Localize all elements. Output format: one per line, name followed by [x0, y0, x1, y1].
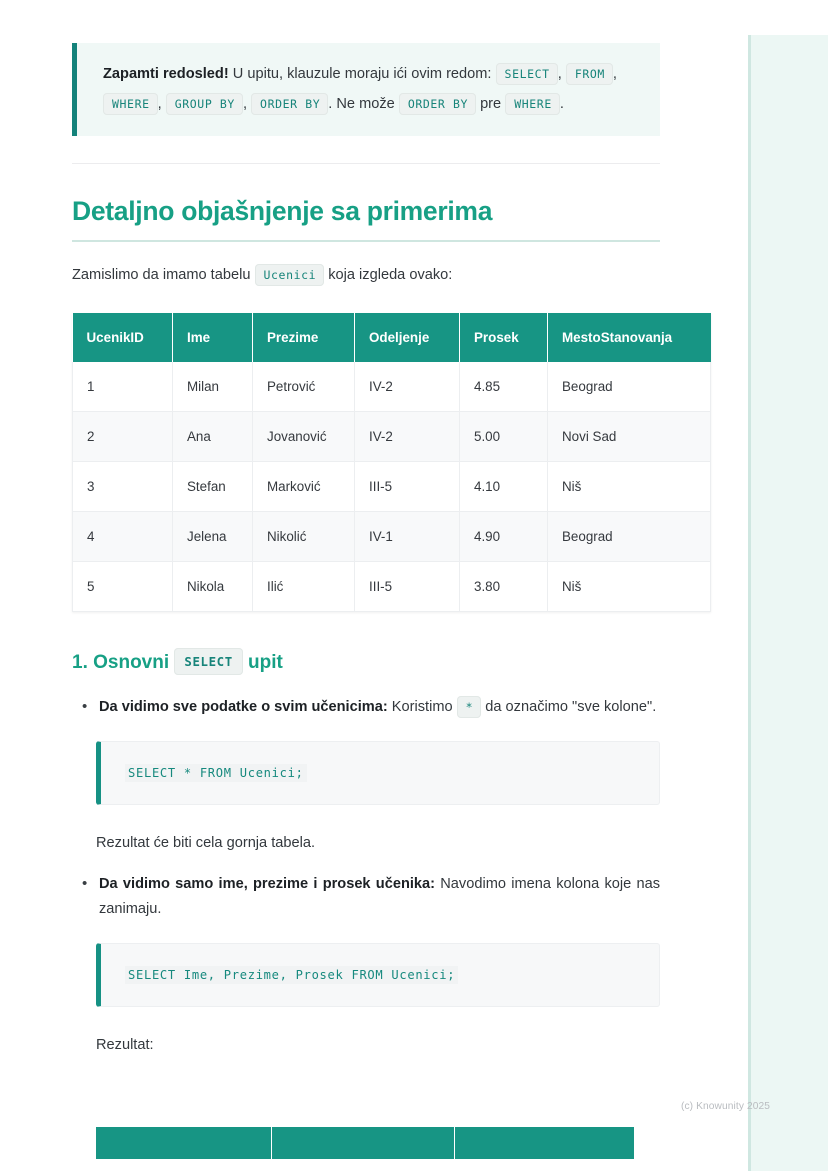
table-cell: Petrović [252, 362, 355, 413]
inline-code-ucenici: Ucenici [254, 263, 325, 286]
inline-code-where-2: WHERE [505, 92, 560, 115]
table-row: 4 Jelena Nikolić IV-1 4.90 Beograd [72, 511, 711, 563]
table-cell: Stefan [172, 461, 253, 513]
result-table-cutoff-wrapper [96, 1127, 634, 1171]
callout-text-3: pre [476, 95, 506, 112]
result-note-2: Rezultat: [96, 1036, 154, 1053]
table-cell: 4 [72, 511, 173, 563]
inline-code-order-by: ORDER BY [251, 92, 329, 115]
callout-sep-3: , [157, 95, 166, 112]
section-divider [72, 162, 660, 164]
table-header-cell: MestoStanovanja [547, 313, 711, 363]
table-row: 2 Ana Jovanović IV-2 5.00 Novi Sad [72, 411, 711, 463]
table-header-cell [454, 1127, 634, 1159]
table-cell: IV-1 [354, 511, 460, 563]
table-cell: 4.85 [459, 362, 548, 413]
inline-code-asterisk: * [456, 695, 482, 718]
table-row: 5 Nikola Ilić III-5 3.80 Niš [72, 561, 711, 613]
right-side-panel [748, 35, 828, 1171]
subsection-title: 1. Osnovni SELECT upit [72, 648, 660, 678]
intro-paragraph: Zamislimo da imamo tabelu Ucenici koja i… [72, 263, 660, 289]
table-cell: 5 [72, 561, 173, 613]
table-header-cell: Prezime [252, 313, 355, 363]
table-cell: Nikola [172, 561, 253, 613]
table-cell: Jelena [172, 511, 253, 563]
subsection-title-after: upit [242, 652, 283, 674]
table-cell: Milan [172, 362, 253, 413]
code-block-query-1: SELECT * FROM Ucenici; [96, 740, 660, 805]
table-cell: Novi Sad [547, 411, 711, 463]
subsection-title-before: 1. Osnovni [72, 652, 175, 674]
bullet-list-2: Da vidimo samo ime, prezime i prosek uče… [80, 871, 661, 922]
bullet-list-1: Da vidimo sve podatke o svim učenicima: … [80, 694, 660, 720]
ucenici-table-wrapper: UcenikID Ime Prezime Odeljenje Prosek Me… [72, 313, 711, 613]
bullet-text-before: Navodimo imena kolona koje nas zanimaju. [99, 875, 661, 917]
callout-sep-1: , [557, 66, 566, 82]
table-cell: III-5 [354, 461, 460, 513]
table-cell: Niš [547, 561, 711, 613]
table-cell: Marković [252, 461, 355, 513]
result-table-cutoff [96, 1127, 634, 1159]
table-cell: 3 [72, 461, 173, 513]
inline-code-group-by: GROUP BY [165, 92, 243, 115]
table-row: 3 Stefan Marković III-5 4.10 Niš [72, 461, 711, 513]
table-cell: 4.90 [459, 511, 548, 563]
table-cell: Ilić [252, 561, 355, 613]
table-cell: Beograd [547, 511, 711, 563]
table-header-cell [271, 1127, 455, 1159]
intro-text-before: Zamislimo da imamo tabelu [72, 266, 255, 283]
callout-text-4: . [559, 95, 564, 112]
callout-text-2: . Ne može [328, 95, 399, 112]
bullet-lead: Da vidimo samo ime, prezime i prosek uče… [99, 875, 436, 892]
table-header-cell: Odeljenje [354, 313, 460, 363]
table-header-cell: Ime [172, 313, 253, 363]
code-text: SELECT Ime, Prezime, Prosek FROM Ucenici… [125, 965, 459, 984]
code-block-query-2: SELECT Ime, Prezime, Prosek FROM Ucenici… [96, 942, 660, 1007]
table-cell: Ana [172, 411, 253, 463]
table-row: 1 Milan Petrović IV-2 4.85 Beograd [72, 362, 711, 413]
inline-code-where: WHERE [103, 92, 158, 115]
table-header-cell: Prosek [459, 313, 548, 363]
table-header-cell [96, 1127, 272, 1159]
inline-code-from: FROM [565, 63, 613, 85]
intro-text-after: koja izgleda ovako: [324, 266, 453, 283]
callout-lead: Zapamti redosled! [103, 66, 229, 82]
inline-code-select: SELECT [495, 63, 558, 85]
table-cell: 4.10 [459, 461, 548, 513]
table-cell: Niš [547, 461, 711, 513]
code-text: SELECT * FROM Ucenici; [125, 763, 307, 782]
table-cell: Jovanović [252, 411, 355, 463]
table-header-row: UcenikID Ime Prezime Odeljenje Prosek Me… [72, 313, 711, 363]
section-title: Detaljno objašnjenje sa primerima [72, 196, 660, 242]
table-cell: Beograd [547, 362, 711, 413]
copyright-watermark: (c) Knowunity 2025 [681, 1101, 771, 1112]
result-note-1: Rezultat će biti cela gornja tabela. [96, 834, 316, 851]
inline-code-select-heading: SELECT [174, 648, 243, 676]
callout-sep-4: , [242, 95, 252, 112]
table-header-cell: UcenikID [72, 313, 173, 363]
table-cell: IV-2 [354, 411, 460, 463]
list-item: Da vidimo samo ime, prezime i prosek uče… [80, 871, 661, 922]
list-item: Da vidimo sve podatke o svim učenicima: … [80, 694, 660, 720]
bullet-lead: Da vidimo sve podatke o svim učenicima: [99, 698, 388, 715]
inline-code-order-by-2: ORDER BY [398, 92, 477, 115]
ucenici-table: UcenikID Ime Prezime Odeljenje Prosek Me… [72, 313, 711, 613]
callout-text-1: U upitu, klauzule moraju ići ovim redom: [228, 66, 496, 82]
document-content: Zapamti redosled! U upitu, klauzule mora… [0, 0, 748, 1171]
table-cell: 5.00 [459, 411, 548, 463]
table-cell: III-5 [354, 561, 460, 613]
table-cell: IV-2 [354, 362, 460, 413]
table-cell: 3.80 [459, 561, 548, 613]
table-cell: 1 [72, 362, 173, 413]
table-cell: 2 [72, 411, 173, 463]
callout-note: Zapamti redosled! U upitu, klauzule mora… [72, 43, 660, 136]
table-cell: Nikolić [252, 511, 355, 563]
bullet-text-before: Koristimo [387, 698, 457, 715]
callout-sep-2: , [612, 66, 617, 82]
bullet-text-after: da označimo "sve kolone". [481, 698, 657, 715]
table-header-row [96, 1127, 634, 1159]
